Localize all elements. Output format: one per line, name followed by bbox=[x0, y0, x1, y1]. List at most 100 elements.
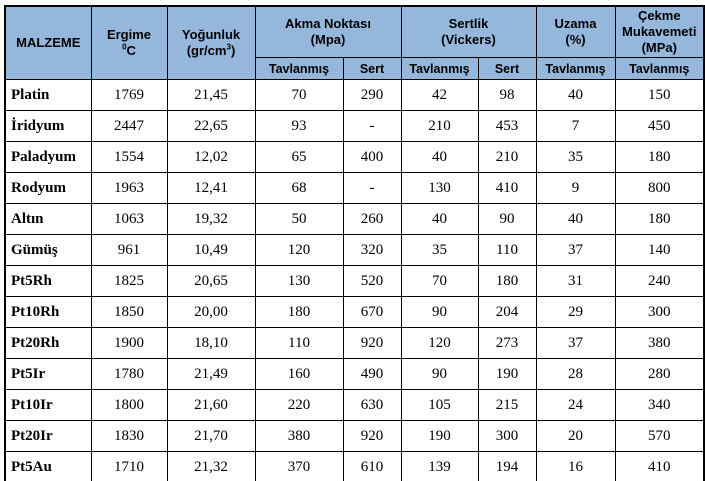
value-cell: 12,02 bbox=[166, 141, 256, 173]
value-cell: 210 bbox=[477, 141, 537, 173]
header-cekme-unit: (MPa) bbox=[641, 40, 677, 56]
value-cell: 24 bbox=[535, 389, 616, 421]
header-sertlik-unit: (Vickers) bbox=[441, 32, 496, 47]
header-akma-unit: (Mpa) bbox=[310, 32, 346, 47]
value-cell: 1850 bbox=[90, 296, 168, 328]
header-uzama-title: Uzama bbox=[554, 15, 597, 31]
header-sertlik-title: Sertlik bbox=[448, 15, 489, 31]
value-cell: 40 bbox=[535, 203, 616, 235]
material-name: Pt5Au bbox=[4, 451, 92, 481]
material-name: İridyum bbox=[4, 110, 92, 142]
table-header: MALZEME Ergime 0C Yoğunluk (gr/cm3) Akma… bbox=[4, 5, 705, 80]
value-cell: 920 bbox=[342, 420, 402, 452]
value-cell: 194 bbox=[477, 451, 537, 481]
header-ergime-title: Ergime bbox=[106, 26, 152, 42]
value-cell: 35 bbox=[400, 234, 479, 266]
header-cekme-mukavemeti: Çekme Mukavemeti (MPa) bbox=[614, 5, 705, 58]
value-cell: 150 bbox=[614, 79, 705, 111]
value-cell: 1963 bbox=[90, 172, 168, 204]
value-cell: 21,45 bbox=[166, 79, 256, 111]
value-cell: 16 bbox=[535, 451, 616, 481]
header-yogunluk-unit: (gr/cm3) bbox=[186, 42, 236, 58]
material-name: Platin bbox=[4, 79, 92, 111]
value-cell: - bbox=[342, 172, 402, 204]
header-malzeme: MALZEME bbox=[4, 5, 92, 80]
table-row: Pt5Ir 1780 21,49 160 490 90 190 28 280 bbox=[4, 358, 705, 390]
value-cell: 300 bbox=[477, 420, 537, 452]
subheader-sertlik-tavlanmis: Tavlanmış bbox=[400, 57, 479, 80]
subheader-sertlik-sert: Sert bbox=[477, 57, 537, 80]
table-row: Rodyum 1963 12,41 68-130 410 9 800 bbox=[4, 172, 705, 204]
value-cell: 20 bbox=[535, 420, 616, 452]
value-cell: 190 bbox=[477, 358, 537, 390]
table-row: Pt10Rh 1850 20,00 180 670 90 204 29 300 bbox=[4, 296, 705, 328]
header-ergime-unit: 0C bbox=[122, 42, 136, 58]
material-name: Altın bbox=[4, 203, 92, 235]
value-cell: 31 bbox=[535, 265, 616, 297]
value-cell: 21,70 bbox=[166, 420, 256, 452]
value-cell: 1830 bbox=[90, 420, 168, 452]
value-cell: 240 bbox=[614, 265, 705, 297]
value-cell: 70 bbox=[254, 79, 344, 111]
header-row-sub: Tavlanmış Sert Tavlanmış Sert Tavlanmış … bbox=[5, 57, 705, 80]
value-cell: 120 bbox=[254, 234, 344, 266]
material-name: Pt20Ir bbox=[4, 420, 92, 452]
value-cell: 204 bbox=[477, 296, 537, 328]
value-cell: 1900 bbox=[90, 327, 168, 359]
value-cell: 260 bbox=[342, 203, 402, 235]
value-cell: 670 bbox=[342, 296, 402, 328]
value-cell: 180 bbox=[614, 141, 705, 173]
table-row: Pt5Rh 1825 20,65 130 520 70 180 31 240 bbox=[4, 265, 705, 297]
material-name: Pt5Rh bbox=[4, 265, 92, 297]
value-cell: 98 bbox=[477, 79, 537, 111]
value-cell: 20,65 bbox=[166, 265, 256, 297]
value-cell: 21,60 bbox=[166, 389, 256, 421]
value-cell: 40 bbox=[400, 203, 479, 235]
value-cell: 40 bbox=[535, 79, 616, 111]
material-name: Pt10Rh bbox=[4, 296, 92, 328]
value-cell: 21,49 bbox=[166, 358, 256, 390]
value-cell: 380 bbox=[254, 420, 344, 452]
value-cell: 920 bbox=[342, 327, 402, 359]
table-row: Pt5Au 1710 21,32 370 610 139 194 16 410 bbox=[4, 451, 705, 481]
value-cell: 40 bbox=[400, 141, 479, 173]
header-akma-noktasi: Akma Noktası (Mpa) bbox=[254, 5, 402, 58]
value-cell: 1063 bbox=[90, 203, 168, 235]
table-body: Platin 1769 21,45 70 290 42 98 40 150 İridyum 2447… bbox=[4, 79, 705, 481]
value-cell: 105 bbox=[400, 389, 479, 421]
value-cell: 21,32 bbox=[166, 451, 256, 481]
value-cell: 18,10 bbox=[166, 327, 256, 359]
value-cell: 380 bbox=[614, 327, 705, 359]
header-ergime: Ergime 0C bbox=[90, 5, 168, 80]
value-cell: 1710 bbox=[90, 451, 168, 481]
value-cell: 42 bbox=[400, 79, 479, 111]
value-cell: 300 bbox=[614, 296, 705, 328]
value-cell: 68 bbox=[254, 172, 344, 204]
header-row-main: MALZEME Ergime 0C Yoğunluk (gr/cm3) Akma… bbox=[4, 5, 705, 80]
value-cell: 120 bbox=[400, 327, 479, 359]
header-yogunluk-title: Yoğunluk bbox=[181, 26, 241, 42]
value-cell: 180 bbox=[477, 265, 537, 297]
value-cell: 180 bbox=[614, 203, 705, 235]
value-cell: 9 bbox=[535, 172, 616, 204]
value-cell: 220 bbox=[254, 389, 344, 421]
value-cell: 110 bbox=[254, 327, 344, 359]
value-cell: 453 bbox=[477, 110, 537, 142]
value-cell: 2447 bbox=[90, 110, 168, 142]
value-cell: 160 bbox=[254, 358, 344, 390]
value-cell: 35 bbox=[535, 141, 616, 173]
subheader-cekme-tavlanmis: Tavlanmış bbox=[614, 57, 705, 80]
value-cell: 280 bbox=[614, 358, 705, 390]
table-row: Altın 1063 19,32 50 260 40 90 40 180 bbox=[4, 203, 705, 235]
material-name: Pt20Rh bbox=[4, 327, 92, 359]
value-cell: 10,49 bbox=[166, 234, 256, 266]
table-row: İridyum 2447 22,65 93-210 453 7 450 bbox=[4, 110, 705, 142]
header-yogunluk: Yoğunluk (gr/cm3) bbox=[166, 5, 256, 80]
value-cell: 520 bbox=[342, 265, 402, 297]
value-cell: 410 bbox=[614, 451, 705, 481]
table-row: Paladyum 1554 12,02 65 400 40 210 35 180 bbox=[4, 141, 705, 173]
value-cell: 12,41 bbox=[166, 172, 256, 204]
value-cell: 65 bbox=[254, 141, 344, 173]
value-cell: 19,32 bbox=[166, 203, 256, 235]
material-properties-table: MALZEME Ergime 0C Yoğunluk (gr/cm3) Akma… bbox=[4, 5, 705, 481]
